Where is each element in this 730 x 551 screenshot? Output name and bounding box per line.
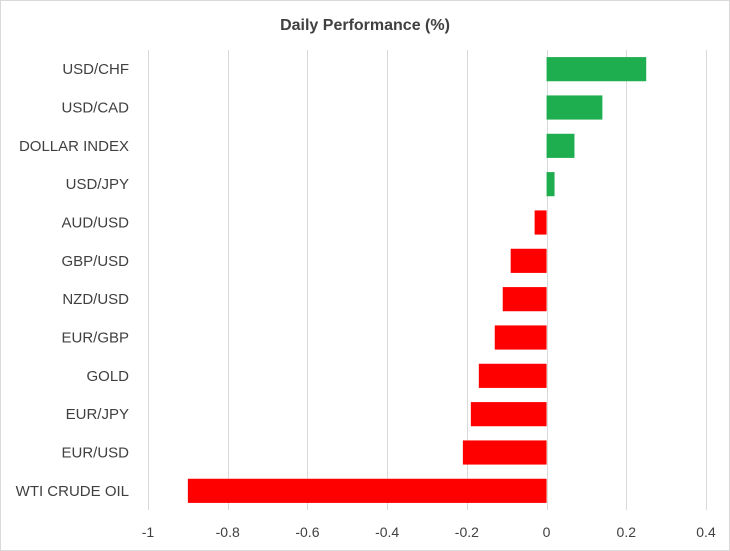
category-label: USD/JPY (66, 176, 129, 193)
bars (187, 57, 647, 503)
category-label: GBP/USD (61, 253, 129, 270)
bar (546, 133, 575, 158)
category-label: EUR/GBP (61, 330, 129, 347)
x-tick-label: -0.4 (375, 524, 399, 540)
x-tick-label: -1 (142, 524, 155, 540)
x-tick-label: 0.2 (617, 524, 637, 540)
category-label: DOLLAR INDEX (19, 138, 129, 155)
bar (462, 440, 547, 465)
bar (534, 210, 547, 235)
bar (478, 363, 547, 388)
x-tick-labels: -1 -0.8 -0.6 -0.4 -0.2 0 0.2 0.4 (142, 524, 716, 540)
bar (187, 478, 547, 503)
bar (470, 402, 547, 427)
bar (546, 57, 647, 82)
category-labels: USD/CHF USD/CAD DOLLAR INDEX USD/JPY AUD/USD… (16, 61, 130, 500)
bar (510, 248, 547, 273)
bar (546, 172, 555, 197)
category-label: EUR/JPY (66, 406, 129, 423)
category-label: NZD/USD (62, 291, 129, 308)
category-label: USD/CHF (62, 61, 129, 78)
bar (546, 95, 603, 120)
x-tick-label: -0.2 (455, 524, 479, 540)
category-label: USD/CAD (61, 100, 129, 117)
chart-title: Daily Performance (%) (280, 17, 450, 34)
bar (502, 287, 547, 312)
category-label: EUR/USD (61, 445, 129, 462)
x-tick-label: 0 (543, 524, 551, 540)
x-tick-label: 0.4 (696, 524, 716, 540)
bar (494, 325, 547, 350)
x-tick-label: -0.8 (216, 524, 240, 540)
category-label: GOLD (86, 368, 129, 385)
category-label: AUD/USD (61, 215, 129, 232)
x-tick-label: -0.6 (295, 524, 319, 540)
grid-lines (148, 50, 707, 510)
category-label: WTI CRUDE OIL (16, 483, 129, 500)
